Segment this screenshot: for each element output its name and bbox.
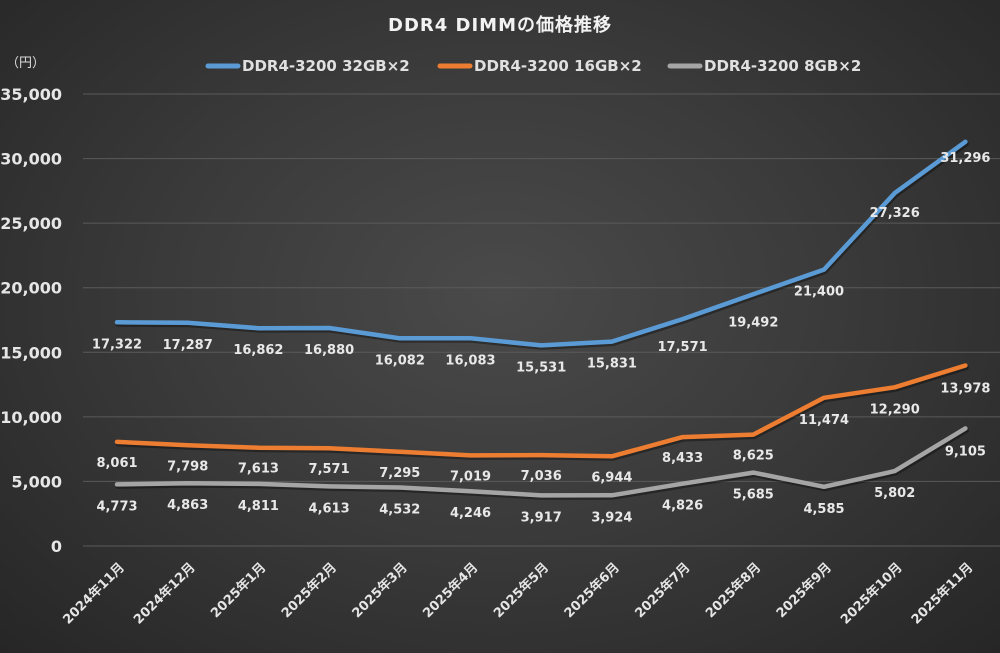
data-label-series-0: 15,531 xyxy=(516,360,566,375)
y-tick-label: 30,000 xyxy=(0,150,62,169)
data-label-series-0: 21,400 xyxy=(794,285,844,300)
x-tick-label: 2025年11月 xyxy=(908,560,976,628)
x-tick-label: 2025年10月 xyxy=(837,560,905,628)
x-tick-label: 2025年8月 xyxy=(702,560,764,622)
y-tick-label: 5,000 xyxy=(11,472,62,491)
chart-title: DDR4 DIMMの価格推移 xyxy=(388,14,612,36)
legend: DDR4-3200 32GB×2 DDR4-3200 16GB×2 DDR4-320… xyxy=(205,57,861,75)
data-label-series-2: 4,863 xyxy=(167,498,208,513)
data-label-series-1: 11,474 xyxy=(799,413,849,428)
data-label-series-1: 12,290 xyxy=(870,402,920,417)
data-label-series-2: 4,773 xyxy=(96,499,137,514)
x-tick-label: 2025年1月 xyxy=(208,560,270,622)
data-label-series-1: 7,571 xyxy=(309,462,350,477)
legend-label-0: DDR4-3200 32GB×2 xyxy=(242,57,410,75)
data-label-series-0: 17,571 xyxy=(658,340,708,355)
data-label-series-1: 6,944 xyxy=(591,470,632,485)
data-label-series-2: 5,685 xyxy=(733,488,774,503)
data-label-series-1: 8,061 xyxy=(96,456,137,471)
x-tick-label: 2025年3月 xyxy=(349,560,411,622)
series-line-shadow xyxy=(115,141,969,350)
data-label-series-2: 4,585 xyxy=(803,502,844,517)
x-tick-label: 2024年12月 xyxy=(130,560,198,628)
data-label-series-0: 16,862 xyxy=(233,343,283,358)
data-label-series-0: 17,322 xyxy=(92,337,142,352)
data-label-series-1: 8,433 xyxy=(662,451,703,466)
x-tick-label: 2025年7月 xyxy=(632,560,694,622)
y-axis-unit-label: （円） xyxy=(6,56,45,71)
x-axis-ticks: 2024年11月 2024年12月 2025年1月 2025年2月 2025年3月 202… xyxy=(60,560,976,628)
data-label-series-2: 5,802 xyxy=(874,486,915,501)
x-tick-label: 2025年4月 xyxy=(420,560,482,622)
data-label-series-2: 3,924 xyxy=(591,510,632,525)
x-tick-label: 2025年2月 xyxy=(278,560,340,622)
legend-label-2: DDR4-3200 8GB×2 xyxy=(704,57,861,75)
data-label-series-0: 19,492 xyxy=(728,315,778,330)
y-tick-label: 25,000 xyxy=(0,214,62,233)
data-label-series-2: 4,826 xyxy=(662,499,703,514)
y-axis-ticks: 0 5,000 10,000 15,000 20,000 25,000 30,000 35,0… xyxy=(0,85,62,556)
x-tick-label: 2025年9月 xyxy=(773,560,835,622)
y-tick-label: 15,000 xyxy=(0,343,62,362)
series-line-0 xyxy=(114,139,968,348)
data-label-series-0: 27,326 xyxy=(870,206,920,221)
data-label-series-2: 9,105 xyxy=(945,444,986,459)
data-label-series-1: 8,625 xyxy=(733,449,774,464)
data-label-series-2: 4,532 xyxy=(379,502,420,517)
data-label-series-0: 16,082 xyxy=(375,353,425,368)
data-label-series-2: 3,917 xyxy=(521,510,562,525)
data-label-series-1: 7,613 xyxy=(238,462,279,477)
data-labels: 17,322 17,287 16,862 16,880 16,082 16,083 15,5… xyxy=(92,151,991,526)
legend-label-1: DDR4-3200 16GB×2 xyxy=(474,57,642,75)
data-label-series-1: 7,036 xyxy=(521,469,562,484)
x-tick-label: 2025年6月 xyxy=(561,560,623,622)
y-tick-label: 10,000 xyxy=(0,408,62,427)
y-tick-label: 20,000 xyxy=(0,279,62,298)
data-label-series-0: 15,831 xyxy=(587,357,637,372)
data-label-series-2: 4,613 xyxy=(309,501,350,516)
data-label-series-0: 31,296 xyxy=(940,151,990,166)
data-label-series-0: 17,287 xyxy=(163,338,213,353)
series-line-1 xyxy=(114,363,968,459)
data-label-series-2: 4,246 xyxy=(450,506,491,521)
x-tick-label: 2024年11月 xyxy=(60,560,128,628)
data-label-series-0: 16,880 xyxy=(304,343,354,358)
y-tick-label: 35,000 xyxy=(0,85,62,104)
data-label-series-2: 4,811 xyxy=(238,499,279,514)
data-label-series-1: 7,295 xyxy=(379,466,420,481)
y-tick-label: 0 xyxy=(51,537,62,556)
series-lines xyxy=(114,139,969,500)
data-label-series-1: 13,978 xyxy=(940,381,990,396)
series-line-2 xyxy=(114,426,968,498)
x-tick-label: 2025年5月 xyxy=(490,560,552,622)
data-label-series-0: 16,083 xyxy=(445,353,495,368)
data-label-series-1: 7,019 xyxy=(450,469,491,484)
data-label-series-1: 7,798 xyxy=(167,459,208,474)
